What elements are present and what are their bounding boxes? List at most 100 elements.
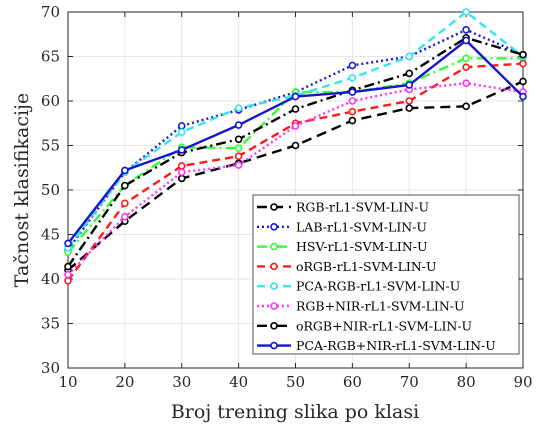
x-tick-label: 60 [343, 373, 362, 391]
y-tick-label: 45 [41, 226, 60, 244]
data-point [234, 152, 243, 160]
x-tick-label: 80 [457, 373, 476, 391]
data-point [519, 77, 527, 86]
data-point [121, 199, 129, 208]
data-point [177, 128, 186, 136]
y-tick-label: 70 [41, 3, 60, 21]
x-tick-label: 50 [286, 373, 305, 391]
data-point [291, 141, 300, 150]
legend-label: oRGB-rL1-SVM-LIN-U [296, 259, 437, 274]
data-point [64, 276, 72, 285]
data-point [348, 61, 357, 70]
x-tick-label: 30 [172, 373, 191, 391]
data-point [348, 107, 357, 116]
legend: RGB-rL1-SVM-LIN-U LAB-rL1-SVM-LIN-U HSV-rL… [252, 194, 520, 355]
data-point [234, 121, 243, 129]
data-point [348, 97, 357, 105]
data-point [64, 270, 72, 279]
data-point [177, 122, 186, 130]
data-point [234, 104, 243, 112]
data-point [462, 54, 470, 63]
data-point [121, 212, 129, 221]
data-point [405, 97, 414, 105]
data-point [348, 74, 357, 82]
legend-entry: PCA-RGB-rL1-SVM-LIN-U [257, 279, 460, 294]
data-point [348, 116, 357, 125]
legend-entry: oRGB+NIR-rL1-SVM-LIN-U [257, 318, 472, 333]
legend-label: PCA-RGB+NIR-rL1-SVM-LIN-U [296, 338, 496, 353]
data-point [177, 168, 186, 176]
data-point [405, 69, 414, 78]
series-line [67, 28, 524, 251]
legend-marker [270, 341, 278, 350]
data-point [177, 162, 186, 170]
data-point [291, 122, 300, 130]
data-point [121, 166, 129, 175]
legend-marker [270, 203, 278, 211]
legend-marker [270, 262, 278, 271]
data-point [121, 181, 129, 190]
axis-ticks: 10 20 30 40 50 60 70 80 90 30 35 40 45 50 55 60 65 70 [41, 3, 533, 391]
data-point [405, 52, 414, 61]
data-point [234, 135, 243, 144]
x-tick-label: 40 [229, 373, 248, 391]
data-point [462, 63, 470, 71]
legend-label: RGB+NIR-rL1-SVM-LIN-U [296, 299, 465, 314]
x-tick-label: 10 [58, 373, 77, 391]
data-point [234, 161, 243, 169]
data-point [405, 81, 414, 89]
data-point [234, 144, 243, 152]
data-point [64, 262, 72, 271]
y-tick-label: 30 [41, 359, 60, 377]
series-line [67, 81, 524, 276]
x-tick-label: 20 [115, 373, 134, 391]
data-point [462, 79, 470, 87]
data-point [291, 92, 300, 101]
legend-marker [270, 282, 278, 291]
data-point [462, 36, 470, 45]
data-point [519, 59, 527, 68]
legend-marker [270, 321, 278, 330]
legend-label: RGB-rL1-SVM-LIN-U [296, 200, 429, 215]
y-axis-label: Tačnost klasifikacije [11, 93, 33, 287]
legend-entry: oRGB-rL1-SVM-LIN-U [257, 259, 437, 274]
legend-entry: HSV-rL1-SVM-LIN-U [257, 239, 428, 254]
x-tick-label: 70 [400, 373, 419, 391]
x-axis-label: Broj trening slika po klasi [171, 401, 419, 423]
legend-marker [270, 223, 278, 231]
y-tick-label: 65 [41, 48, 60, 66]
data-point [348, 88, 357, 96]
y-tick-label: 55 [41, 137, 60, 155]
legend-box [252, 194, 520, 355]
data-point [64, 239, 72, 248]
data-point [177, 174, 186, 183]
legend-label: LAB-rL1-SVM-LIN-U [296, 219, 427, 234]
legend-label: oRGB+NIR-rL1-SVM-LIN-U [296, 318, 472, 333]
series-layer [64, 8, 527, 285]
legend-entry: LAB-rL1-SVM-LIN-U [257, 219, 427, 234]
data-point [462, 25, 470, 34]
legend-entry: PCA-RGB+NIR-rL1-SVM-LIN-U [257, 338, 496, 353]
legend-label: PCA-RGB-rL1-SVM-LIN-U [296, 279, 460, 294]
series-8 [64, 36, 527, 248]
series-line [67, 57, 523, 254]
y-tick-label: 40 [41, 270, 60, 288]
x-tick-label: 90 [513, 373, 532, 391]
legend-marker [270, 242, 278, 251]
legend-entry: RGB+NIR-rL1-SVM-LIN-U [257, 299, 465, 314]
legend-entry: RGB-rL1-SVM-LIN-U [257, 200, 429, 215]
data-point [462, 8, 470, 16]
legend-marker [270, 302, 278, 310]
data-point [291, 105, 300, 113]
data-point [177, 146, 186, 154]
data-point [519, 92, 527, 101]
data-point [519, 50, 527, 59]
legend-label: HSV-rL1-SVM-LIN-U [296, 239, 428, 254]
data-point [405, 104, 414, 112]
y-tick-label: 50 [41, 181, 60, 199]
y-tick-label: 35 [41, 315, 60, 333]
data-point [462, 102, 470, 111]
series-line [67, 10, 524, 249]
y-tick-label: 60 [41, 92, 60, 110]
